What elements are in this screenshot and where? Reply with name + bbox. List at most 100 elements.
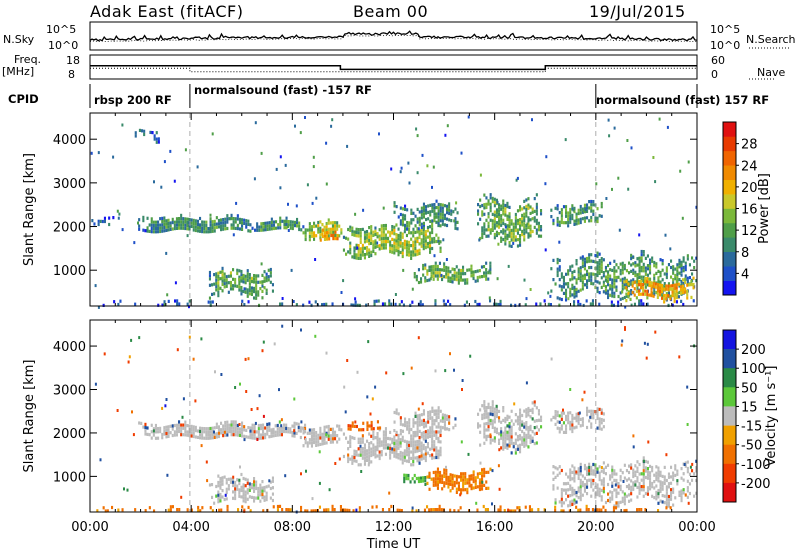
data-cell — [317, 224, 320, 228]
data-cell — [308, 222, 311, 226]
data-cell — [353, 456, 356, 460]
data-cell — [366, 230, 369, 234]
data-cell — [237, 508, 240, 512]
data-cell — [167, 228, 170, 232]
data-cell — [255, 480, 258, 484]
data-cell — [634, 270, 637, 274]
data-cell — [161, 220, 164, 224]
data-cell — [416, 220, 419, 224]
data-cell — [642, 269, 645, 273]
data-cell — [642, 289, 645, 293]
scatter-cell — [213, 430, 215, 434]
data-cell — [506, 233, 509, 237]
data-cell — [667, 472, 670, 476]
data-cell — [510, 428, 513, 433]
data-cell — [441, 477, 444, 481]
data-cell — [680, 489, 683, 493]
data-cell — [370, 420, 373, 425]
scatter-cell — [643, 341, 646, 345]
data-cell — [435, 449, 438, 453]
data-cell — [498, 441, 501, 445]
data-cell — [326, 231, 329, 235]
data-cell — [640, 478, 643, 482]
data-cell — [208, 277, 211, 281]
data-cell — [227, 487, 230, 491]
data-cell — [437, 222, 440, 226]
data-cell — [358, 506, 361, 510]
data-cell — [429, 431, 432, 435]
data-cell — [257, 436, 260, 440]
data-cell — [167, 425, 170, 429]
data-cell — [431, 453, 434, 457]
data-cell — [665, 294, 668, 298]
data-cell — [255, 283, 258, 288]
data-cell — [547, 302, 550, 306]
data-cell — [317, 433, 320, 437]
data-cell — [353, 249, 356, 253]
data-cell — [671, 293, 674, 297]
data-cell — [636, 469, 639, 473]
data-cell — [682, 284, 685, 288]
data-cell — [302, 431, 305, 435]
data-cell — [336, 233, 339, 238]
data-cell — [669, 284, 672, 288]
scatter-cell — [366, 395, 369, 399]
scatter-cell — [446, 124, 449, 128]
data-cell — [659, 486, 662, 490]
data-cell — [372, 427, 375, 431]
data-cell — [533, 216, 536, 220]
data-cell — [425, 421, 428, 425]
data-cell — [674, 467, 677, 471]
data-cell — [567, 282, 570, 286]
velocity-colorbar-label: 200 — [741, 343, 766, 358]
data-cell — [690, 283, 693, 287]
data-cell — [483, 428, 486, 433]
data-cell — [558, 420, 561, 424]
data-cell — [222, 218, 225, 222]
data-cell — [491, 196, 494, 200]
data-cell — [649, 271, 652, 275]
data-cell — [391, 237, 394, 241]
data-cell — [638, 269, 641, 273]
data-cell — [512, 238, 515, 242]
data-cell — [655, 265, 658, 269]
data-cell — [184, 220, 187, 224]
data-cell — [596, 470, 599, 474]
data-cell — [623, 463, 626, 467]
data-cell — [535, 206, 538, 210]
data-cell — [560, 468, 563, 473]
data-cell — [355, 253, 358, 257]
data-cell — [236, 284, 239, 288]
data-cell — [234, 281, 237, 285]
data-cell — [615, 488, 618, 492]
data-cell — [592, 472, 595, 476]
data-cell — [609, 284, 612, 288]
data-cell — [398, 303, 401, 307]
data-cell — [455, 278, 458, 282]
data-cell — [308, 228, 311, 232]
data-cell — [378, 244, 381, 248]
data-cell — [173, 433, 176, 437]
data-cell — [416, 433, 419, 437]
data-cell — [413, 275, 416, 279]
data-cell — [476, 279, 479, 283]
data-cell — [519, 424, 522, 428]
data-cell — [266, 227, 269, 231]
data-cell — [393, 232, 396, 236]
scatter-cell — [645, 356, 648, 360]
data-cell — [596, 264, 599, 268]
data-cell — [349, 457, 352, 461]
data-cell — [558, 500, 561, 504]
scatter-cell — [432, 165, 435, 169]
data-cell — [376, 232, 379, 236]
data-cell — [435, 425, 438, 429]
data-cell — [661, 484, 664, 488]
data-cell — [412, 218, 415, 222]
data-cell — [648, 280, 651, 284]
data-cell — [111, 505, 114, 510]
data-cell — [535, 419, 538, 423]
data-cell — [571, 490, 574, 494]
data-cell — [531, 229, 534, 234]
data-cell — [188, 434, 191, 438]
data-cell — [535, 231, 538, 235]
